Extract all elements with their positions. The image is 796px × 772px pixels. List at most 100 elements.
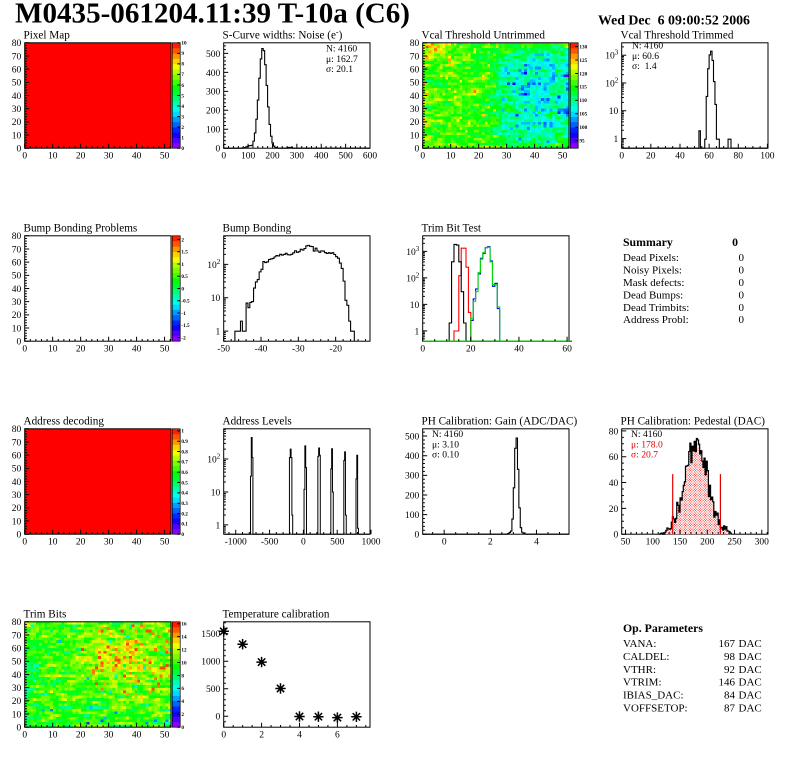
svg-text:Bump Bonding: Bump Bonding bbox=[223, 223, 292, 235]
svg-text:120: 120 bbox=[579, 71, 587, 77]
svg-text:-2: -2 bbox=[181, 335, 186, 341]
svg-text:10: 10 bbox=[181, 660, 187, 666]
svg-text:115: 115 bbox=[579, 85, 587, 91]
svg-text:1: 1 bbox=[181, 429, 184, 435]
svg-text:146: 146 bbox=[719, 677, 736, 689]
svg-text:N: 4160: N: 4160 bbox=[632, 41, 663, 52]
svg-text:0: 0 bbox=[732, 235, 738, 249]
svg-text:10: 10 bbox=[12, 710, 22, 720]
svg-text:S-Curve widths: Noise (e-): S-Curve widths: Noise (e-) bbox=[223, 28, 343, 42]
svg-text:100: 100 bbox=[405, 511, 420, 521]
svg-text:30: 30 bbox=[104, 345, 114, 355]
svg-text:7: 7 bbox=[181, 72, 184, 78]
svg-text:1000: 1000 bbox=[201, 658, 220, 668]
svg-text:Vcal Threshold Untrimmed: Vcal Threshold Untrimmed bbox=[422, 30, 546, 42]
svg-text:20: 20 bbox=[76, 345, 86, 355]
svg-text:1: 1 bbox=[215, 521, 220, 531]
svg-text:80: 80 bbox=[12, 618, 22, 628]
svg-text:5: 5 bbox=[181, 93, 184, 99]
svg-text:70: 70 bbox=[12, 245, 22, 255]
svg-text:50: 50 bbox=[160, 731, 170, 741]
svg-text:125: 125 bbox=[579, 58, 587, 64]
svg-text:30: 30 bbox=[104, 538, 114, 548]
svg-text:50: 50 bbox=[12, 79, 22, 89]
svg-text:0: 0 bbox=[22, 152, 27, 162]
svg-text:30: 30 bbox=[12, 298, 22, 308]
svg-text:1: 1 bbox=[613, 135, 618, 145]
svg-text:Pixel Map: Pixel Map bbox=[24, 30, 71, 42]
svg-text:50: 50 bbox=[12, 658, 22, 668]
svg-text:0: 0 bbox=[739, 289, 745, 301]
svg-text:0: 0 bbox=[613, 531, 618, 541]
svg-text:70: 70 bbox=[12, 438, 22, 448]
svg-text:0: 0 bbox=[181, 146, 184, 152]
svg-text:0: 0 bbox=[16, 724, 21, 734]
svg-text:60: 60 bbox=[410, 66, 420, 76]
svg-text:M0435-061204.11:39 T-10a (C6): M0435-061204.11:39 T-10a (C6) bbox=[15, 0, 410, 30]
svg-text:0: 0 bbox=[16, 145, 21, 155]
svg-text:50: 50 bbox=[160, 345, 170, 355]
svg-text:80: 80 bbox=[12, 39, 22, 49]
svg-text:Op. Parameters: Op. Parameters bbox=[623, 621, 703, 635]
svg-text:2: 2 bbox=[488, 538, 493, 548]
svg-text:10: 10 bbox=[446, 152, 456, 162]
svg-text:10: 10 bbox=[410, 131, 420, 141]
svg-text:200: 200 bbox=[700, 538, 715, 548]
svg-text:150: 150 bbox=[673, 538, 688, 548]
svg-text:20: 20 bbox=[76, 731, 86, 741]
svg-text:μ: 162.7: μ: 162.7 bbox=[326, 54, 358, 65]
svg-text:2: 2 bbox=[181, 237, 184, 243]
svg-text:Address decoding: Address decoding bbox=[24, 416, 105, 428]
svg-text:10: 10 bbox=[211, 294, 221, 304]
svg-text:60: 60 bbox=[12, 452, 22, 462]
svg-text:0: 0 bbox=[22, 538, 27, 548]
svg-text:10: 10 bbox=[48, 538, 58, 548]
svg-text:2: 2 bbox=[181, 712, 184, 718]
svg-text:100: 100 bbox=[241, 152, 256, 162]
svg-text:50: 50 bbox=[12, 272, 22, 282]
svg-text:80: 80 bbox=[410, 39, 420, 49]
svg-text:130: 130 bbox=[579, 44, 587, 50]
svg-text:0: 0 bbox=[420, 152, 425, 162]
svg-text:0: 0 bbox=[221, 731, 226, 741]
svg-text:40: 40 bbox=[609, 479, 619, 489]
svg-text:PH Calibration: Gain (ADC/DAC): PH Calibration: Gain (ADC/DAC) bbox=[422, 416, 578, 428]
svg-text:105: 105 bbox=[579, 112, 587, 118]
svg-text:0: 0 bbox=[215, 713, 220, 723]
svg-text:500: 500 bbox=[405, 433, 420, 443]
svg-text:0.8: 0.8 bbox=[181, 449, 188, 455]
svg-text:0.1: 0.1 bbox=[181, 522, 188, 528]
svg-text:Address Levels: Address Levels bbox=[223, 416, 292, 428]
svg-text:80: 80 bbox=[734, 152, 744, 162]
svg-text:10: 10 bbox=[48, 152, 58, 162]
svg-text:20: 20 bbox=[410, 118, 420, 128]
svg-text:10: 10 bbox=[48, 345, 58, 355]
svg-text:10: 10 bbox=[12, 517, 22, 527]
svg-text:Trim Bit Test: Trim Bit Test bbox=[422, 223, 482, 235]
svg-text:μ: 178.0: μ: 178.0 bbox=[631, 439, 663, 450]
svg-text:Trim Bits: Trim Bits bbox=[24, 609, 67, 621]
svg-text:-500: -500 bbox=[261, 538, 279, 548]
svg-text:50: 50 bbox=[12, 465, 22, 475]
svg-text:400: 400 bbox=[405, 452, 420, 462]
svg-text:110: 110 bbox=[579, 98, 587, 104]
svg-text:DAC: DAC bbox=[739, 638, 762, 650]
svg-text:14: 14 bbox=[181, 634, 187, 640]
svg-text:DAC: DAC bbox=[739, 677, 762, 689]
svg-text:9: 9 bbox=[181, 51, 184, 57]
svg-text:10: 10 bbox=[12, 131, 22, 141]
svg-text:VANA:: VANA: bbox=[623, 638, 656, 650]
svg-text:1: 1 bbox=[215, 328, 220, 338]
svg-text:60: 60 bbox=[704, 152, 714, 162]
svg-text:40: 40 bbox=[132, 538, 142, 548]
svg-text:300: 300 bbox=[290, 152, 305, 162]
svg-text:70: 70 bbox=[410, 52, 420, 62]
svg-text:40: 40 bbox=[12, 478, 22, 488]
svg-text:0: 0 bbox=[22, 731, 27, 741]
svg-text:30: 30 bbox=[12, 684, 22, 694]
svg-text:40: 40 bbox=[410, 92, 420, 102]
svg-text:70: 70 bbox=[12, 52, 22, 62]
svg-text:N: 4160: N: 4160 bbox=[326, 44, 357, 55]
svg-text:4: 4 bbox=[534, 538, 539, 548]
svg-text:40: 40 bbox=[12, 92, 22, 102]
